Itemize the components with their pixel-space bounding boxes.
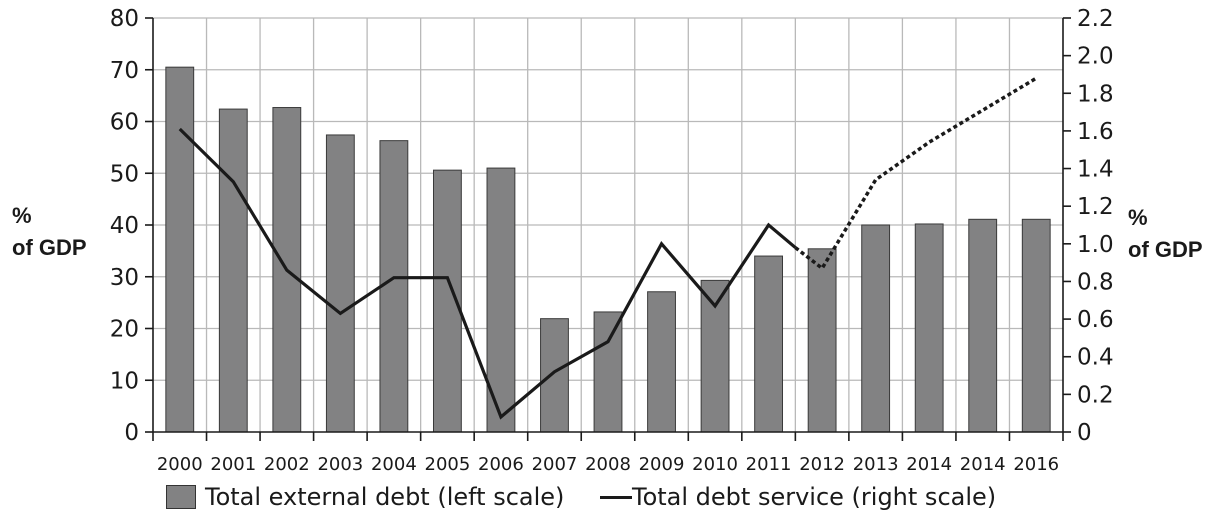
right-axis-ticks: 0 0.2 0.4 0.6 0.8 1.0 1.2 1.4 1.6 1.8 2.0 2.2	[1063, 6, 1114, 446]
right-tick-label: 2.0	[1077, 44, 1114, 70]
legend-line-swatch	[600, 495, 632, 499]
bar-2009-9	[647, 291, 676, 433]
x-tick-label: 2009	[639, 454, 685, 475]
left-tick-label: 80	[110, 6, 139, 32]
bar-2007-7	[540, 318, 569, 433]
bar-2002-2	[272, 107, 302, 433]
right-tick-label: 1.2	[1077, 194, 1114, 220]
left-axis-ticks: 0 10 20 30 40 50 60 70 80	[110, 6, 153, 446]
x-tick-label: 2008	[585, 454, 631, 475]
bar-2012-12	[807, 248, 837, 433]
left-tick-label: 70	[110, 58, 139, 84]
right-tick-label: 0.8	[1077, 269, 1114, 295]
grid-lines	[153, 17, 1063, 432]
bar-2001-1	[218, 108, 248, 433]
right-tick-label: 1.8	[1077, 81, 1114, 107]
bar-2014-14	[914, 223, 944, 433]
left-tick-label: 0	[124, 420, 139, 446]
bar-2013-13	[861, 224, 891, 433]
legend-bar-label: Total external debt (left scale)	[205, 483, 565, 511]
right-tick-label: 2.2	[1077, 6, 1114, 32]
bar-series	[165, 66, 1051, 433]
line-debt-service-solid	[178, 127, 797, 420]
bar-2011-11	[754, 255, 784, 433]
x-tick-label: 2012	[799, 454, 845, 475]
right-tick-label: 0.4	[1077, 345, 1114, 371]
x-axis-ticks: 2000 2001 2002 2003 2004 2005 2006 2007 2008 2009…	[152, 432, 1064, 475]
x-tick-label: 2005	[425, 454, 471, 475]
x-tick-label: 2004	[371, 454, 417, 475]
bar-2008-8	[593, 311, 623, 433]
x-tick-label: 2002	[264, 454, 310, 475]
x-tick-label: 2016	[1013, 454, 1059, 475]
legend-item-external-debt: Total external debt (left scale)	[166, 481, 564, 513]
left-tick-label: 30	[110, 265, 139, 291]
bar-2004-4	[379, 140, 409, 433]
x-tick-label: 2014	[906, 454, 952, 475]
right-axis-title-line2: of GDP	[1128, 237, 1203, 262]
bar-2003-3	[325, 134, 355, 433]
x-tick-label: 2006	[478, 454, 524, 475]
left-tick-label: 10	[110, 368, 139, 394]
left-axis-title-line2: of GDP	[12, 235, 87, 260]
right-axis-title: % of GDP	[1128, 202, 1203, 266]
right-tick-label: 1.4	[1077, 157, 1114, 183]
x-tick-label: 2010	[692, 454, 738, 475]
x-tick-label: 2001	[210, 454, 256, 475]
right-tick-label: 0	[1077, 420, 1092, 446]
legend-line-label: Total debt service (right scale)	[632, 483, 997, 511]
x-tick-label: 2014	[960, 454, 1006, 475]
line-debt-service-dotted	[794, 76, 1038, 271]
x-tick-label: 2003	[317, 454, 363, 475]
x-tick-label: 2011	[746, 454, 792, 475]
right-axis-title-line1: %	[1128, 205, 1148, 230]
bar-2016-16	[1021, 218, 1051, 433]
right-tick-label: 1.0	[1077, 232, 1114, 258]
left-tick-label: 20	[110, 317, 139, 343]
right-tick-label: 0.2	[1077, 382, 1114, 408]
line-series	[178, 76, 1038, 420]
bar-2006-6	[486, 167, 516, 433]
left-tick-label: 60	[110, 110, 139, 136]
right-tick-label: 0.6	[1077, 307, 1114, 333]
bar-2000-0	[165, 66, 195, 433]
right-tick-label: 1.6	[1077, 119, 1114, 145]
left-tick-label: 40	[110, 213, 139, 239]
bar-2014-15	[968, 218, 998, 433]
left-tick-label: 50	[110, 161, 139, 187]
legend-bar-swatch	[166, 485, 196, 509]
x-tick-label: 2007	[532, 454, 578, 475]
legend-item-debt-service: Total debt service (right scale)	[600, 481, 996, 513]
left-axis-title: % of GDP	[12, 200, 87, 264]
x-tick-label: 2000	[157, 454, 203, 475]
left-axis-title-line1: %	[12, 203, 32, 228]
x-tick-label: 2013	[853, 454, 899, 475]
